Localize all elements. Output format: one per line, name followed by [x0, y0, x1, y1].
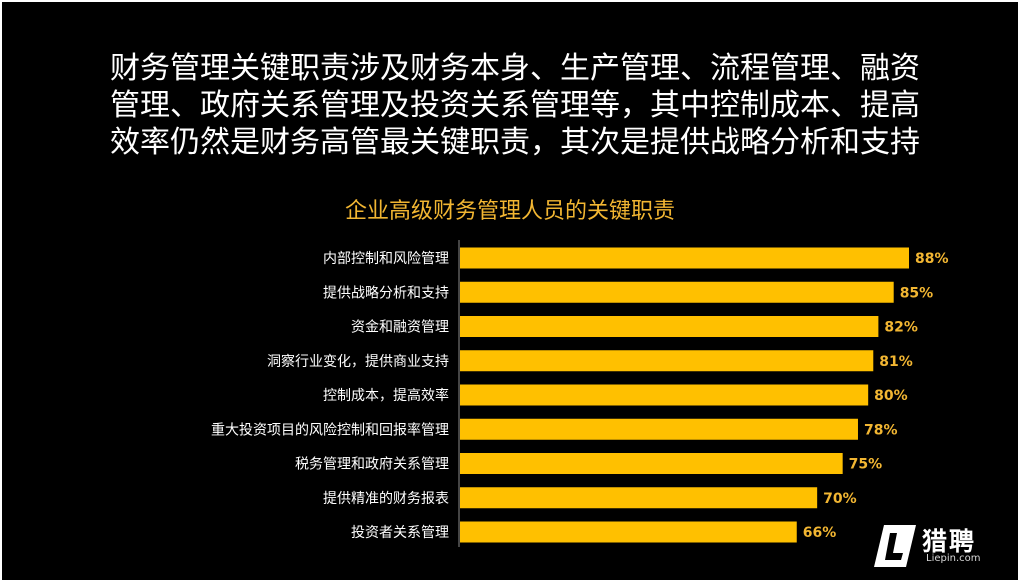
bar — [460, 418, 858, 440]
chart-title: 企业高级财务管理人员的关键职责 — [344, 199, 675, 224]
logo-text: 猎聘 — [922, 527, 977, 556]
headline: 财务管理关键职责涉及财务本身、生产管理、流程管理、融资 管理、政府关系管理及投资… — [110, 50, 930, 161]
headline-line-2: 管理、政府关系管理及投资关系管理等，其中控制成本、提高 — [110, 88, 920, 123]
value-label: 66% — [803, 525, 837, 541]
category-label: 投资者关系管理 — [351, 525, 449, 541]
bar — [460, 247, 909, 269]
value-label: 81% — [879, 354, 913, 370]
bar — [460, 487, 818, 509]
value-label: 85% — [900, 285, 934, 301]
category-label: 资金和融资管理 — [351, 320, 449, 336]
category-label: 控制成本，提高效率 — [323, 387, 449, 404]
liepin-logo: 猎聘 Liepin.com — [870, 520, 1010, 574]
headline-line-3: 效率仍然是财务高管最关键职责，其次是提供战略分析和支持 — [110, 125, 920, 160]
category-label: 洞察行业变化，提供商业支持 — [267, 353, 449, 370]
liepin-logo-icon — [874, 525, 916, 567]
category-label: 提供精准的财务报表 — [323, 491, 449, 507]
bar — [460, 521, 797, 543]
value-label: 88% — [915, 251, 949, 267]
value-label: 78% — [864, 422, 898, 438]
value-label: 75% — [849, 457, 883, 473]
bar — [460, 384, 869, 406]
bar — [460, 316, 879, 337]
headline-line-1: 财务管理关键职责涉及财务本身、生产管理、流程管理、融资 — [110, 51, 920, 86]
category-label: 税务管理和政府关系管理 — [295, 457, 449, 473]
value-label: 82% — [884, 320, 918, 336]
bar — [460, 281, 894, 303]
value-label: 70% — [823, 491, 857, 507]
category-label: 提供战略分析和支持 — [323, 285, 449, 301]
value-label: 80% — [874, 388, 908, 404]
bar — [460, 453, 843, 474]
logo-subtext: Liepin.com — [926, 553, 981, 564]
category-label: 内部控制和风险管理 — [323, 251, 449, 267]
category-label: 重大投资项目的风险控制和回报率管理 — [211, 421, 449, 438]
bar — [460, 350, 874, 372]
